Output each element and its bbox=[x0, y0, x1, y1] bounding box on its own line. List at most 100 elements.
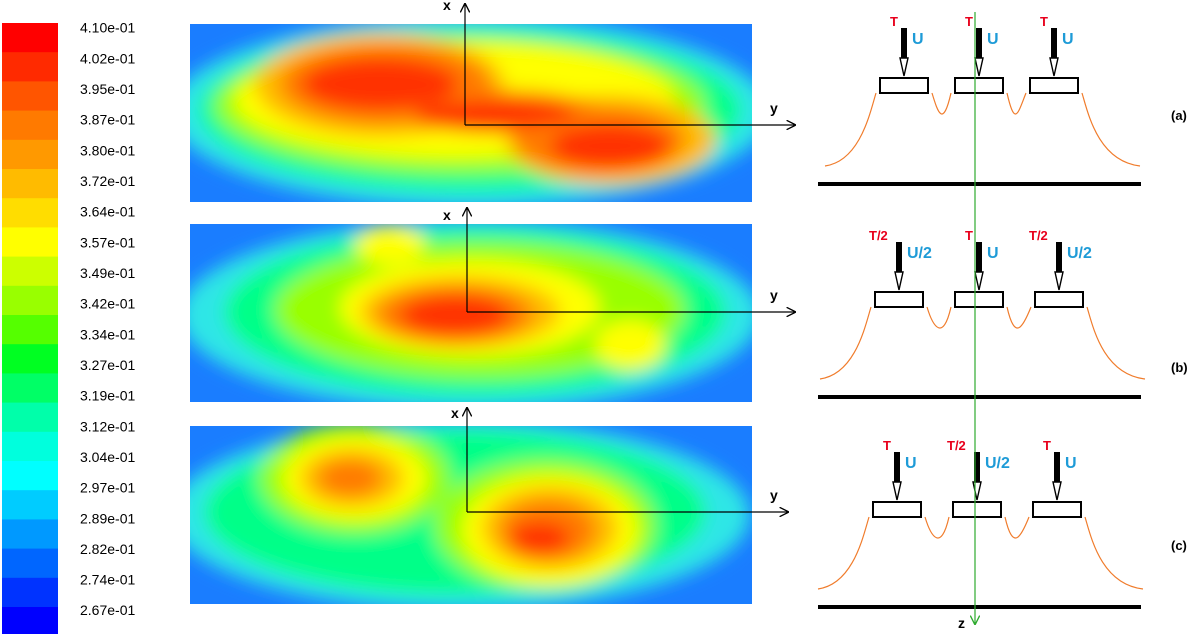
roller-block bbox=[874, 291, 924, 308]
force-arrow-head bbox=[974, 271, 984, 291]
legend-label: 2.74e-01 bbox=[80, 572, 135, 588]
force-arrow-shaft bbox=[976, 28, 982, 58]
force-arrow-head bbox=[894, 271, 904, 291]
legend-label: 2.89e-01 bbox=[80, 510, 135, 526]
y-axis-label: y bbox=[770, 287, 778, 303]
roller-block bbox=[954, 291, 1004, 308]
legend-swatch bbox=[2, 607, 58, 634]
force-arrow-shaft bbox=[1054, 452, 1060, 482]
panel-tag: (a) bbox=[1171, 108, 1187, 123]
legend-swatch bbox=[2, 461, 58, 491]
force-label: T bbox=[965, 228, 973, 243]
velocity-label: U bbox=[905, 455, 917, 472]
legend-swatch bbox=[2, 519, 58, 550]
force-arrow-shaft bbox=[976, 242, 982, 272]
legend-swatch bbox=[2, 256, 58, 287]
color-legend: 4.10e-01 4.02e-01 3.95e-01 3.87e-01 3.80e-01… bbox=[2, 20, 135, 634]
force-arrow-head bbox=[899, 57, 909, 77]
legend-swatch bbox=[2, 344, 58, 374]
x-axis-label: x bbox=[451, 405, 459, 421]
legend-label: 3.95e-01 bbox=[80, 81, 135, 97]
pressure-curve bbox=[819, 306, 1146, 380]
velocity-label: U bbox=[1065, 455, 1077, 472]
legend-label: 4.02e-01 bbox=[80, 50, 135, 66]
legend-label: 2.82e-01 bbox=[80, 541, 135, 557]
force-arrow-head bbox=[974, 57, 984, 77]
legend-swatch bbox=[2, 285, 58, 316]
roller-block bbox=[954, 77, 1004, 94]
velocity-label: U/2 bbox=[985, 455, 1010, 472]
legend-label: 3.57e-01 bbox=[80, 234, 135, 250]
legend-swatch bbox=[2, 52, 58, 82]
legend-swatch bbox=[2, 81, 58, 112]
roller: TU bbox=[872, 438, 922, 518]
velocity-label: U/2 bbox=[1067, 245, 1092, 262]
contour-map-b bbox=[190, 224, 752, 402]
z-axis-label: z bbox=[958, 615, 965, 631]
roller: TU bbox=[1029, 14, 1079, 94]
legend-swatch bbox=[2, 577, 58, 608]
roller: TU bbox=[954, 228, 1004, 308]
roller: TU bbox=[1032, 438, 1082, 518]
roller: TU bbox=[954, 14, 1004, 94]
legend-swatch bbox=[2, 23, 58, 53]
legend-swatch bbox=[2, 431, 58, 462]
velocity-label: U/2 bbox=[907, 245, 932, 262]
x-axis-label: x bbox=[443, 0, 451, 13]
force-arrow-shaft bbox=[896, 242, 902, 272]
panel-tag: (b) bbox=[1171, 360, 1188, 375]
force-arrow-head bbox=[1052, 481, 1062, 501]
roller: T/2 U/2 bbox=[869, 228, 932, 308]
legend-label: 3.80e-01 bbox=[80, 142, 135, 158]
force-arrow-head bbox=[1054, 271, 1064, 291]
force-arrow-head bbox=[892, 481, 902, 501]
contour-map-c bbox=[190, 426, 752, 604]
legend-label: 3.34e-01 bbox=[80, 326, 135, 342]
velocity-label: U bbox=[1062, 31, 1074, 48]
force-arrow-head bbox=[972, 481, 982, 501]
legend-swatch bbox=[2, 315, 58, 345]
legend-swatch bbox=[2, 490, 58, 520]
force-label: T bbox=[1040, 14, 1048, 29]
legend-label: 2.59e-01 bbox=[80, 633, 135, 634]
force-label: T/2 bbox=[869, 228, 888, 243]
roller-block bbox=[1032, 501, 1082, 518]
legend-label: 3.19e-01 bbox=[80, 388, 135, 404]
force-arrow-shaft bbox=[1056, 242, 1062, 272]
contour-map-a bbox=[190, 24, 752, 202]
force-arrow-shaft bbox=[894, 452, 900, 482]
force-label: T bbox=[890, 14, 898, 29]
roller: T/2 U/2 bbox=[947, 438, 1010, 518]
legend-label: 3.42e-01 bbox=[80, 296, 135, 312]
legend-swatch bbox=[2, 373, 58, 404]
force-label: T bbox=[883, 438, 891, 453]
legend-label: 3.87e-01 bbox=[80, 112, 135, 128]
legend-label: 3.49e-01 bbox=[80, 265, 135, 281]
legend-label: 3.12e-01 bbox=[80, 418, 135, 434]
legend-swatch bbox=[2, 110, 58, 141]
force-label: T bbox=[1043, 438, 1051, 453]
roller: TU bbox=[879, 14, 929, 94]
legend-swatch bbox=[2, 139, 58, 170]
force-arrow-shaft bbox=[974, 452, 980, 482]
roller-block bbox=[879, 77, 929, 94]
panel-tag: (c) bbox=[1171, 538, 1187, 553]
legend-label: 3.04e-01 bbox=[80, 449, 135, 465]
velocity-label: U bbox=[987, 31, 999, 48]
legend-label: 3.64e-01 bbox=[80, 204, 135, 220]
force-label: T bbox=[965, 14, 973, 29]
pressure-curve bbox=[824, 92, 1141, 167]
legend-label: 2.67e-01 bbox=[80, 602, 135, 618]
force-arrow-shaft bbox=[901, 28, 907, 58]
force-label: T/2 bbox=[947, 438, 966, 453]
roller-panel-c: TUT/2U/2TU(c) bbox=[817, 438, 1187, 609]
legend-swatch bbox=[2, 548, 58, 579]
roller-block bbox=[872, 501, 922, 518]
legend-label: 3.27e-01 bbox=[80, 357, 135, 373]
legend-label: 4.10e-01 bbox=[80, 20, 135, 36]
y-axis-label: y bbox=[770, 487, 778, 503]
